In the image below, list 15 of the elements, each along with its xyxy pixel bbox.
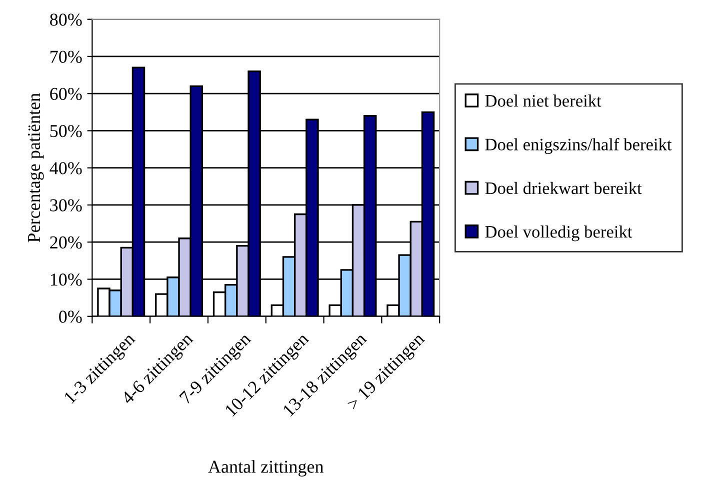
y-tick-label: 20% <box>50 236 82 249</box>
x-axis-title: Aantal zittingen <box>208 460 324 477</box>
legend-label: Doel driekwart bereikt <box>485 182 642 194</box>
y-tick-label: 60% <box>50 88 82 100</box>
y-tick-label: 50% <box>50 124 82 138</box>
y-tick-label: 80% <box>50 14 82 26</box>
legend-label: Doel niet bereikt <box>485 94 602 107</box>
legend-label: Doel enigszins/half bereikt <box>485 138 672 154</box>
y-tick-label: 0% <box>59 310 82 323</box>
legend-label: Doel volledig bereikt <box>485 226 632 242</box>
y-tick-label: 30% <box>50 199 82 212</box>
y-axis-title: Percentage patiënten <box>28 93 44 242</box>
y-tick-label: 70% <box>50 50 82 63</box>
y-tick-label: 10% <box>50 273 82 286</box>
y-tick-label: 40% <box>50 162 82 174</box>
